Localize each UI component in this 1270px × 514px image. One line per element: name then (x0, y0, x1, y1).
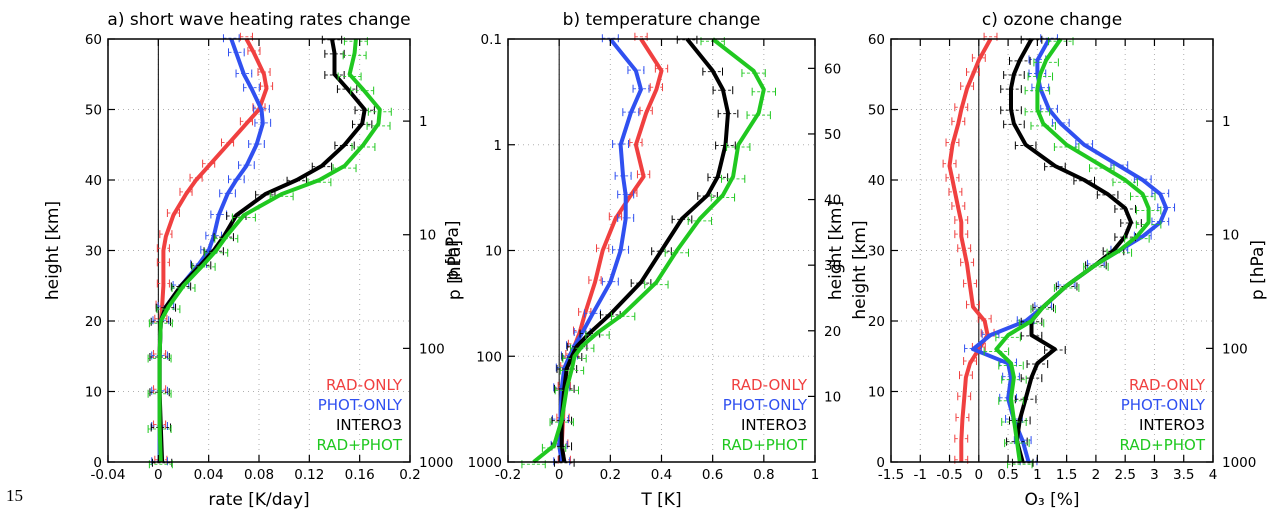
series-line-rad-phot (994, 37, 1151, 463)
y-tick-label: 60 (868, 32, 885, 48)
legend-entry: PHOT-ONLY (1121, 396, 1206, 414)
legend-entry: PHOT-ONLY (318, 396, 403, 414)
x-tick-label: 0.8 (753, 467, 774, 483)
y-tick-label: 20 (868, 314, 885, 330)
legend-entry: RAD-ONLY (326, 376, 403, 394)
y-tick-label: 10 (485, 244, 502, 260)
x-tick-label: 0.5 (997, 467, 1018, 483)
y2-tick-label: 100 (1222, 341, 1248, 357)
x-tick-label: -1 (914, 467, 927, 483)
y2-axis-label: height [km] (850, 220, 870, 319)
x-tick-label: 4 (1209, 467, 1218, 483)
x-tick-label: 1.5 (1056, 467, 1077, 483)
y-tick-label: 40 (85, 173, 102, 189)
legend-entry: RAD-ONLY (731, 376, 808, 394)
y2-tick-label: 1000 (419, 455, 453, 471)
x-tick-label: -1.5 (878, 467, 904, 483)
y2-tick-label: 30 (824, 258, 841, 274)
x-tick-label: 0 (555, 467, 564, 483)
y-tick-label: 1000 (468, 455, 502, 471)
page-number: 15 (6, 486, 23, 505)
y-axis-label: p [hPa] (443, 220, 463, 280)
series-line-intero3 (1009, 38, 1133, 463)
x-tick-label: 2 (1092, 467, 1101, 483)
series-line-rad-phot (157, 38, 382, 463)
y2-tick-label: 10 (824, 389, 841, 405)
y-tick-label: 0.1 (481, 32, 502, 48)
panel-title: b) temperature change (563, 10, 761, 30)
x-axis-label: O₃ [%] (1024, 490, 1079, 510)
x-tick-label: 1 (1033, 467, 1042, 483)
y2-tick-label: 10 (419, 228, 436, 244)
x-tick-label: 3 (1150, 467, 1159, 483)
x-tick-label: -0.2 (495, 467, 521, 483)
x-tick-label: 0.4 (651, 467, 672, 483)
y2-tick-label: 40 (824, 193, 841, 209)
series-line-rad-phot (532, 37, 766, 464)
x-tick-label: 0 (154, 467, 163, 483)
y2-tick-label: 10 (1222, 228, 1239, 244)
legend-entry: RAD+PHOT (317, 436, 403, 454)
x-tick-label: 0.2 (399, 467, 420, 483)
y-tick-label: 30 (85, 244, 102, 260)
y-tick-label: 30 (868, 244, 885, 260)
y2-tick-label: 50 (824, 127, 841, 143)
y-tick-label: 0 (876, 455, 885, 471)
x-tick-label: 0.04 (194, 467, 224, 483)
x-tick-label: -0.5 (936, 467, 962, 483)
y-tick-label: 10 (868, 385, 885, 401)
y-tick-label: 100 (476, 349, 502, 365)
y2-axis-label: p [hPa] (1248, 240, 1268, 300)
x-tick-label: 3.5 (1173, 467, 1194, 483)
x-axis-label: T [K] (640, 490, 681, 510)
y2-axis-label: p [hPa] (445, 240, 465, 300)
x-tick-label: 0.2 (600, 467, 621, 483)
x-tick-label: 0.6 (702, 467, 723, 483)
y-axis-label: height [km] (43, 201, 63, 300)
legend-entry: RAD+PHOT (722, 436, 808, 454)
y-tick-label: 10 (85, 385, 102, 401)
y2-tick-label: 60 (824, 61, 841, 77)
series-line-rad-only (947, 38, 993, 462)
y-tick-label: 50 (85, 103, 102, 119)
x-tick-label: 0.12 (294, 467, 324, 483)
y-axis-label: height [km] (826, 201, 846, 300)
legend-entry: INTERO3 (741, 416, 807, 434)
panel-title: a) short wave heating rates change (107, 10, 410, 30)
x-tick-label: -0.04 (91, 467, 126, 483)
legend-entry: RAD-ONLY (1129, 376, 1206, 394)
x-tick-label: 1 (811, 467, 820, 483)
series-line-intero3 (559, 37, 730, 463)
panel-title: c) ozone change (982, 10, 1122, 30)
y2-tick-label: 1 (419, 114, 428, 130)
x-tick-label: 0.08 (244, 467, 274, 483)
x-tick-label: 2.5 (1114, 467, 1135, 483)
y-tick-label: 60 (85, 32, 102, 48)
y-tick-label: 40 (868, 173, 885, 189)
x-tick-label: 0 (975, 467, 984, 483)
series-line-phot-only (557, 37, 643, 463)
x-axis-label: rate [K/day] (208, 490, 309, 510)
x-tick-label: 0.16 (345, 467, 375, 483)
y-tick-label: 20 (85, 314, 102, 330)
legend-entry: PHOT-ONLY (723, 396, 808, 414)
legend-entry: INTERO3 (336, 416, 402, 434)
y2-tick-label: 20 (824, 324, 841, 340)
y2-tick-label: 1000 (1222, 455, 1256, 471)
y-tick-label: 1 (493, 138, 502, 154)
y-tick-label: 0 (93, 455, 102, 471)
y-tick-label: 50 (868, 103, 885, 119)
legend-entry: RAD+PHOT (1120, 436, 1206, 454)
legend-entry: INTERO3 (1139, 416, 1205, 434)
y2-tick-label: 100 (419, 341, 445, 357)
series-line-rad-only (559, 37, 664, 463)
y2-tick-label: 1 (1222, 114, 1231, 130)
